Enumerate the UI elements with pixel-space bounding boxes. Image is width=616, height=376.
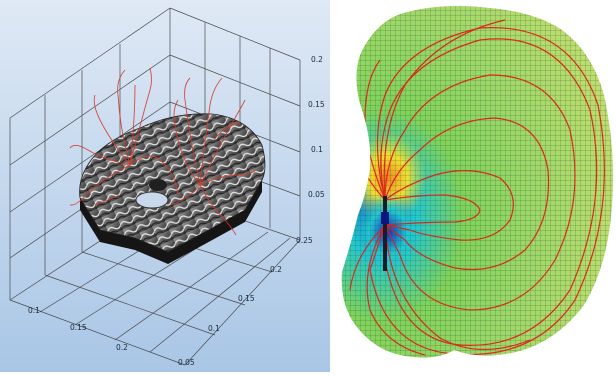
electrode-lead	[383, 196, 387, 271]
brain-3d-svg: 0.2 0.15 0.1 0.05 0.25 0.2 0.15 0.1 0.1 …	[0, 0, 330, 372]
brainstem-shadow	[149, 179, 167, 191]
mesh-grid	[341, 6, 613, 358]
y-tick-label: 0.1	[208, 324, 220, 333]
x-tick-label: 0.2	[116, 343, 128, 352]
y-tick-label: 0.2	[270, 265, 282, 274]
x-tick-label: 0.15	[70, 323, 87, 332]
z-tick-label: 0.2	[311, 55, 323, 64]
x-tick-label: 0.05	[178, 358, 195, 367]
brain-ventricle	[135, 191, 169, 209]
field-simulation-view	[330, 0, 616, 372]
y-tick-label: 0.25	[296, 236, 313, 245]
field-simulation-svg	[341, 6, 613, 358]
z-tick-label: 0.1	[311, 145, 323, 154]
streamline-set	[69, 67, 257, 236]
brain-slab-edge	[80, 180, 262, 264]
brain-3d-plot: 0.2 0.15 0.1 0.05 0.25 0.2 0.15 0.1 0.1 …	[0, 0, 330, 372]
z-tick-label: 0.05	[308, 190, 325, 199]
x-tick-label: 0.1	[28, 306, 40, 315]
electrode-contact	[381, 212, 389, 224]
z-tick-label: 0.15	[308, 100, 325, 109]
y-tick-label: 0.15	[238, 294, 255, 303]
